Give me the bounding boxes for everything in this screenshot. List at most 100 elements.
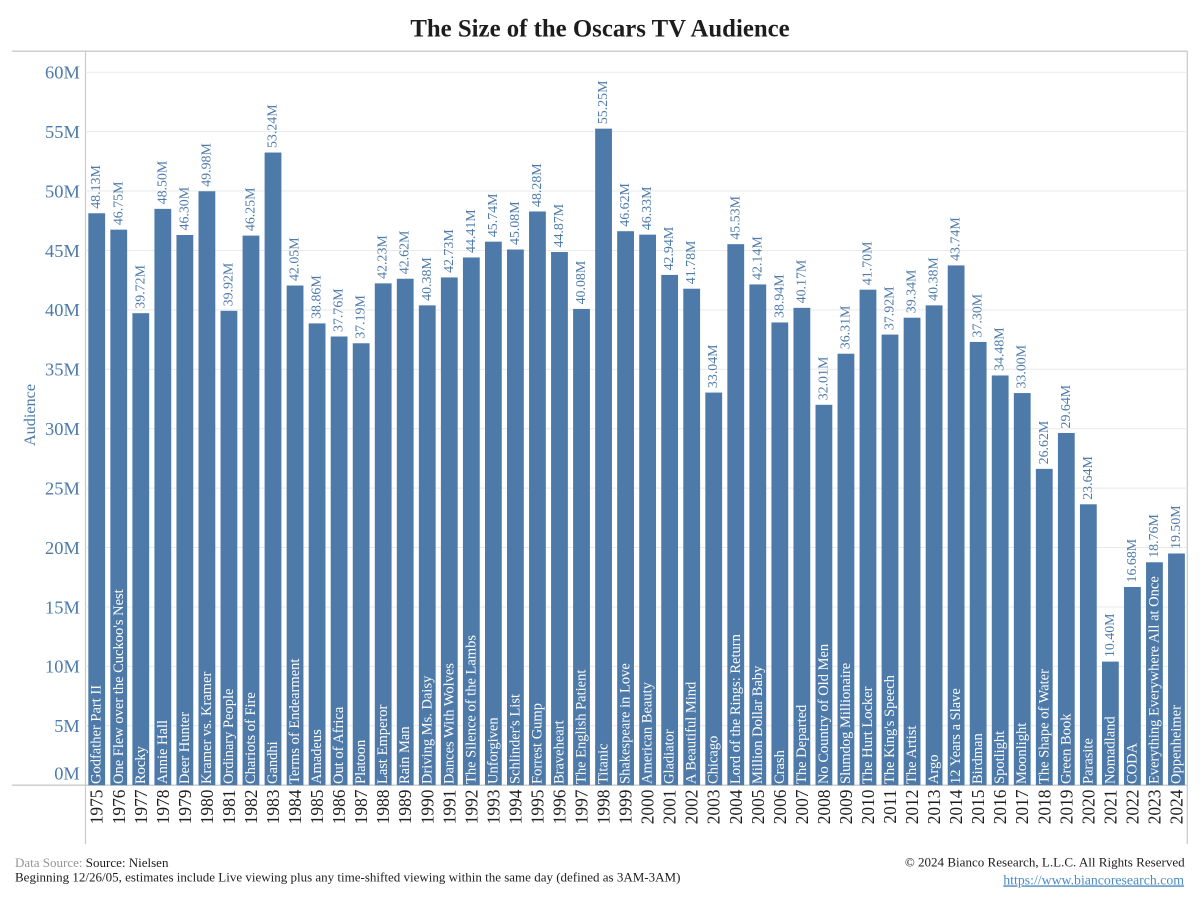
svg-text:Beginning 12/26/05, estimates: Beginning 12/26/05, estimates include Li… [15, 869, 680, 884]
svg-text:35M: 35M [45, 360, 80, 380]
svg-text:Deer Hunter: Deer Hunter [177, 712, 193, 784]
svg-text:Slumdog Millionaire: Slumdog Millionaire [838, 663, 854, 784]
svg-text:Audience: Audience [21, 384, 39, 446]
svg-text:2012: 2012 [902, 790, 922, 825]
svg-text:1983: 1983 [263, 789, 283, 824]
svg-text:The King's Speech: The King's Speech [882, 674, 898, 784]
svg-text:1990: 1990 [417, 789, 437, 824]
svg-text:Forrest Gump: Forrest Gump [529, 703, 545, 784]
svg-text:42.62M: 42.62M [398, 231, 413, 275]
svg-text:Terms of Endearment: Terms of Endearment [287, 659, 303, 784]
svg-text:1999: 1999 [616, 790, 636, 825]
svg-text:Last Emperor: Last Emperor [375, 705, 391, 784]
svg-text:2007: 2007 [792, 789, 812, 824]
svg-text:48.13M: 48.13M [89, 165, 104, 209]
svg-text:0M: 0M [54, 764, 80, 784]
svg-text:One Flew over the Cuckoo's Nes: One Flew over the Cuckoo's Nest [111, 589, 127, 784]
svg-text:37.30M: 37.30M [971, 294, 986, 338]
svg-text:53.24M: 53.24M [266, 104, 281, 148]
svg-text:19.50M: 19.50M [1169, 505, 1184, 549]
svg-text:No Country of Old Men: No Country of Old Men [816, 643, 832, 784]
svg-text:39.34M: 39.34M [905, 270, 920, 314]
svg-text:44.41M: 44.41M [464, 209, 479, 253]
svg-text:Chicago: Chicago [706, 736, 722, 784]
svg-text:1998: 1998 [594, 789, 614, 824]
svg-text:Driving Ms. Daisy: Driving Ms. Daisy [419, 675, 435, 784]
svg-text:10M: 10M [45, 657, 80, 677]
svg-text:1992: 1992 [461, 790, 481, 825]
svg-text:18.76M: 18.76M [1147, 514, 1162, 558]
svg-text:32.01M: 32.01M [816, 357, 831, 401]
svg-text:Everything Everywhere All at O: Everything Everywhere All at Once [1146, 576, 1162, 784]
svg-text:Green Book: Green Book [1058, 713, 1074, 784]
svg-text:1975: 1975 [87, 789, 107, 824]
svg-text:2022: 2022 [1122, 790, 1142, 825]
svg-text:5M: 5M [54, 716, 80, 736]
svg-text:1995: 1995 [527, 789, 547, 824]
svg-text:48.28M: 48.28M [530, 163, 545, 207]
svg-text:25M: 25M [45, 479, 80, 499]
svg-text:15M: 15M [45, 597, 80, 617]
svg-text:Unforgiven: Unforgiven [485, 717, 501, 784]
svg-text:Schlinder's List: Schlinder's List [507, 694, 523, 784]
svg-text:American Beauty: American Beauty [640, 681, 656, 784]
svg-text:44.87M: 44.87M [552, 204, 567, 248]
svg-text:2017: 2017 [1012, 789, 1032, 824]
svg-text:40M: 40M [45, 300, 80, 320]
svg-text:Dances With Wolves: Dances With Wolves [441, 663, 457, 784]
svg-text:2009: 2009 [836, 790, 856, 825]
svg-text:1997: 1997 [572, 789, 592, 824]
svg-text:Ordinary People: Ordinary People [221, 689, 237, 784]
svg-text:2015: 2015 [968, 789, 988, 824]
svg-text:1988: 1988 [373, 789, 393, 824]
svg-text:Platoon: Platoon [353, 739, 369, 784]
svg-text:20M: 20M [45, 538, 80, 558]
svg-text:42.73M: 42.73M [442, 229, 457, 273]
svg-text:39.92M: 39.92M [221, 263, 236, 307]
svg-text:37.19M: 37.19M [354, 295, 369, 339]
svg-text:A Beautiful Mind: A Beautiful Mind [684, 681, 700, 784]
svg-text:https://www.biancoresearch.com: https://www.biancoresearch.com [1003, 872, 1184, 887]
svg-text:41.78M: 41.78M [684, 241, 699, 285]
svg-text:Kramer vs. Kramer: Kramer vs. Kramer [199, 672, 215, 784]
svg-text:2014: 2014 [946, 789, 966, 824]
svg-text:The Silence of the Lambs: The Silence of the Lambs [463, 635, 479, 784]
svg-text:33.04M: 33.04M [706, 344, 721, 388]
svg-text:2016: 2016 [990, 789, 1010, 824]
svg-text:40.38M: 40.38M [927, 257, 942, 301]
svg-text:12 Years a Slave: 12 Years a Slave [948, 688, 964, 784]
svg-text:2011: 2011 [880, 790, 900, 824]
svg-text:CODA: CODA [1124, 742, 1140, 784]
svg-text:42.14M: 42.14M [750, 236, 765, 280]
svg-text:2023: 2023 [1144, 789, 1164, 824]
svg-text:Argo: Argo [926, 754, 942, 784]
svg-text:40.38M: 40.38M [420, 257, 435, 301]
svg-text:Annie Hall: Annie Hall [155, 720, 171, 784]
svg-text:2000: 2000 [638, 789, 658, 824]
svg-text:The Hurt Locker: The Hurt Locker [860, 686, 876, 784]
svg-text:46.30M: 46.30M [177, 187, 192, 231]
svg-text:37.76M: 37.76M [332, 288, 347, 332]
svg-text:2001: 2001 [660, 790, 680, 825]
svg-text:2018: 2018 [1034, 789, 1054, 824]
svg-text:48.50M: 48.50M [155, 161, 170, 205]
svg-text:The Artist: The Artist [904, 726, 920, 784]
svg-text:1978: 1978 [153, 789, 173, 824]
svg-text:The Shape of Water: The Shape of Water [1036, 669, 1052, 784]
svg-text:1980: 1980 [197, 789, 217, 824]
svg-text:Chariots of Fire: Chariots of Fire [243, 692, 259, 784]
svg-text:55M: 55M [45, 122, 80, 142]
svg-text:26.62M: 26.62M [1037, 421, 1052, 465]
svg-text:2021: 2021 [1100, 790, 1120, 825]
svg-text:2020: 2020 [1078, 789, 1098, 824]
svg-text:46.62M: 46.62M [618, 183, 633, 227]
svg-text:Crash: Crash [772, 749, 788, 784]
svg-text:1986: 1986 [329, 789, 349, 824]
svg-text:45.74M: 45.74M [486, 194, 501, 238]
svg-text:1982: 1982 [241, 790, 261, 825]
svg-text:Parasite: Parasite [1080, 738, 1096, 784]
svg-text:Braveheart: Braveheart [551, 720, 567, 784]
svg-text:2019: 2019 [1056, 790, 1076, 825]
svg-text:1996: 1996 [549, 789, 569, 824]
svg-text:Out of Africa: Out of Africa [331, 706, 347, 784]
